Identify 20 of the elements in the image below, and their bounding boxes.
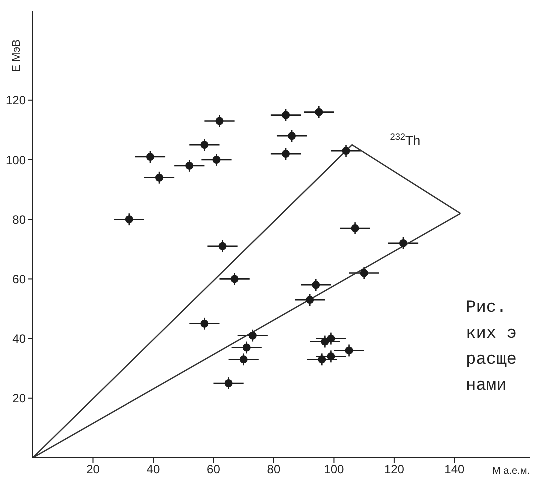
x-tick-label: 60 (207, 462, 221, 477)
annotation: расще (466, 350, 518, 372)
y-tick-label: 40 (12, 332, 26, 346)
annotation: ких э (466, 324, 518, 346)
y-tick-label: 20 (12, 392, 26, 406)
annotation: Рис. (466, 298, 508, 320)
x-tick-label: 80 (267, 462, 281, 477)
y-axis-title: E МэВ (11, 40, 23, 72)
x-tick-label: 40 (146, 462, 160, 477)
x-axis-title: M а.е.м. (492, 466, 530, 477)
x-tick-label: 120 (384, 462, 405, 477)
y-tick-label: 120 (6, 94, 26, 108)
x-tick-label: 140 (444, 462, 466, 477)
annotation: $^{232}$Th (390, 132, 421, 148)
annotation: нами (466, 376, 508, 398)
x-tick-label: 100 (324, 462, 345, 477)
y-tick-label: 100 (6, 153, 26, 168)
y-tick-label: 80 (12, 212, 26, 227)
x-tick-label: 20 (86, 462, 100, 477)
y-tick-label: 60 (12, 272, 26, 286)
